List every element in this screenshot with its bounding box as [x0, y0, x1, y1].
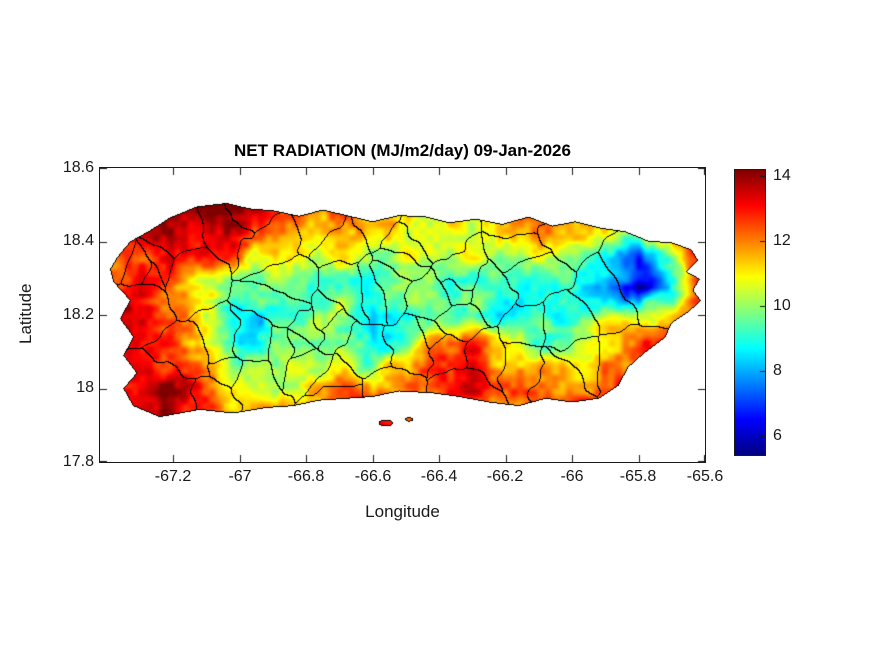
- colorbar-tick-label: 6: [773, 427, 782, 444]
- colorbar-tick-label: 10: [773, 297, 791, 314]
- x-tick-label: -66.8: [287, 468, 325, 485]
- x-axis-label: Longitude: [365, 502, 440, 521]
- plot-area: [99, 167, 706, 463]
- x-tick-label: -66.4: [420, 468, 458, 485]
- chart-title: NET RADIATION (MJ/m2/day) 09-Jan-2026: [234, 141, 571, 160]
- x-tick-label: -66.2: [486, 468, 524, 485]
- colorbar-tick-label: 12: [773, 232, 791, 249]
- x-tick-label: -66.6: [354, 468, 392, 485]
- colorbar: [734, 169, 766, 456]
- colorbar-tick-label: 8: [773, 362, 782, 379]
- x-tick-label: -67: [228, 468, 252, 485]
- x-tick-label: -67.2: [154, 468, 192, 485]
- y-axis-label: Latitude: [16, 283, 35, 345]
- colorbar-tick-label: 14: [773, 167, 791, 184]
- heatmap-canvas: [100, 168, 705, 462]
- y-tick-label: 18.2: [62, 306, 94, 323]
- x-tick-label: -65.8: [619, 468, 657, 485]
- x-tick-label: -66: [560, 468, 584, 485]
- colorbar-canvas: [735, 170, 765, 455]
- y-tick-label: 18: [76, 379, 94, 396]
- y-tick-label: 18.4: [62, 232, 94, 249]
- x-tick-label: -65.6: [686, 468, 724, 485]
- y-tick-label: 18.6: [62, 159, 94, 176]
- y-tick-label: 17.8: [62, 453, 94, 470]
